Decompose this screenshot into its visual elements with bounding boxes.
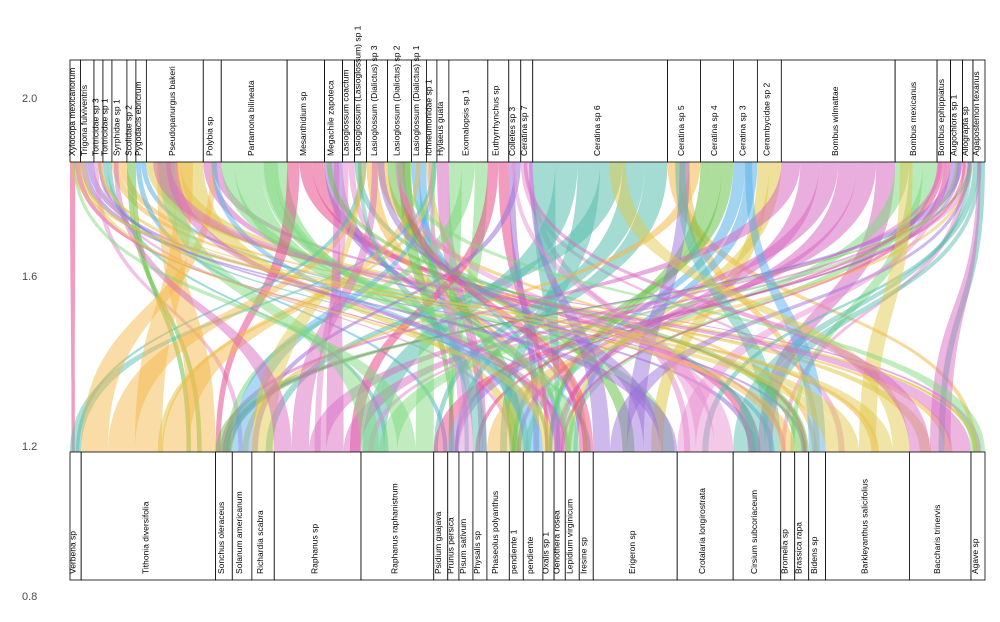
node-label: Ceratina sp 6 [592, 105, 602, 156]
node-label: pendiente 1 [508, 529, 518, 574]
node-label: Megachile zapoteca [326, 80, 336, 156]
axis-tick-label: 2.0 [22, 93, 37, 105]
node-label: Oenothera rosea [552, 510, 562, 574]
node-label: pendiente [525, 536, 535, 574]
node-label: Allograpta sp [960, 106, 970, 156]
node-label: Bidens sp [809, 536, 819, 574]
node-label: Mesanthidium sp [298, 91, 308, 156]
node-label: Raphanus sp [310, 524, 320, 574]
node-label: Psidium guajava [433, 511, 443, 574]
bottom-nodes: Verbena sp Tithonia diversifolia Sonchus o… [68, 452, 985, 580]
node-label: Richardia scabra [255, 510, 265, 574]
node-label: Sonchus oleraceus [216, 502, 226, 574]
node-label: Ceratina sp 7 [519, 105, 529, 156]
node-label: Polybia sp [204, 117, 214, 156]
node-label: Lasioglossum (Dialictus) sp 1 [411, 45, 421, 156]
node-label: Phaseolus polyanthus [490, 491, 500, 574]
node-label: Erigeron sp [627, 530, 637, 574]
axis-tick-label: 1.2 [22, 441, 37, 453]
node-label: Ceratina sp 3 [737, 105, 747, 156]
node-label: Crotalaria longirostrata [697, 488, 707, 574]
node-label: Exomalopsis sp 1 [460, 89, 470, 156]
node-label: Scolidae sp 2 [123, 105, 133, 156]
node-label: Pseudopanurgus bakeri [167, 66, 177, 156]
axis-tick-label: 0.8 [22, 591, 37, 603]
node-label: Solanum americanum [234, 491, 244, 574]
node-label: Brassica rapa [794, 522, 804, 574]
node-label: Xylocopa mexicanorum [67, 68, 77, 156]
node-label: Lasioglossum (Dialictus) sp 2 [391, 45, 401, 156]
node-label: Bromelia sp [780, 529, 790, 574]
node-label: Ichneumonidae sp 1 [424, 79, 434, 156]
node-label: Augochlora sp 1 [949, 94, 959, 156]
node-label: Tithonia diversifolia [140, 501, 150, 574]
node-label: Partamona bilineata [246, 80, 256, 156]
node-label: Prunus persica [445, 517, 455, 574]
node-label: Bombus mexicanus [908, 82, 918, 156]
node-label: Colletes sp 3 [507, 107, 517, 156]
node-label: Hylaeus guata [435, 101, 445, 156]
node-label: Physalis sp [472, 531, 482, 574]
node-label: Ceratina sp 5 [676, 105, 686, 156]
node-label: Ceratina sp 4 [709, 105, 719, 156]
node-label: Bombus wilmattae [830, 86, 840, 156]
node-label: Euthyrrhynchus sp [490, 85, 500, 156]
node-label: Agave sp [970, 538, 980, 574]
node-label: Lasioglossum coactum [341, 70, 351, 156]
node-label: Pisum sativum [458, 519, 468, 574]
node-label: Agapostemon texanus [971, 71, 981, 156]
node-label: Trigona fulviventris [79, 85, 89, 156]
node-label: Lasioglossum (Lasioglossum) sp 1 [353, 25, 363, 156]
node-label: Iresine sp [578, 537, 588, 574]
node-label: Tortricidae sp 1 [99, 98, 109, 156]
node-label: Cerambycidae sp 2 [761, 82, 771, 156]
bipartite-diagram: 0.8 1.2 1.6 2.0 Xylocopa mexicanorumTrigona … [0, 0, 1000, 622]
node-label: Verbena sp [68, 531, 78, 574]
node-label: Pygodacis ebricrum [133, 81, 143, 156]
node-label: Baccharis trinervis [932, 505, 942, 574]
node-label: Syrphidae sp 1 [111, 99, 121, 156]
node-label: Cirsium subcoriaceum [749, 490, 759, 574]
node-label: Bombus ephippiatus [936, 79, 946, 156]
node-label: Lepidium virginicum [564, 499, 574, 574]
node-label: Oxalis sp 1 [540, 532, 550, 574]
axis-tick-label: 1.6 [22, 271, 37, 283]
node-label: Raphanus raphanistrum [389, 483, 399, 574]
node-label: Lasioglossum (Dialictus) sp 3 [369, 45, 379, 156]
node-label: Barkleyanthus salicifolius [859, 479, 869, 574]
